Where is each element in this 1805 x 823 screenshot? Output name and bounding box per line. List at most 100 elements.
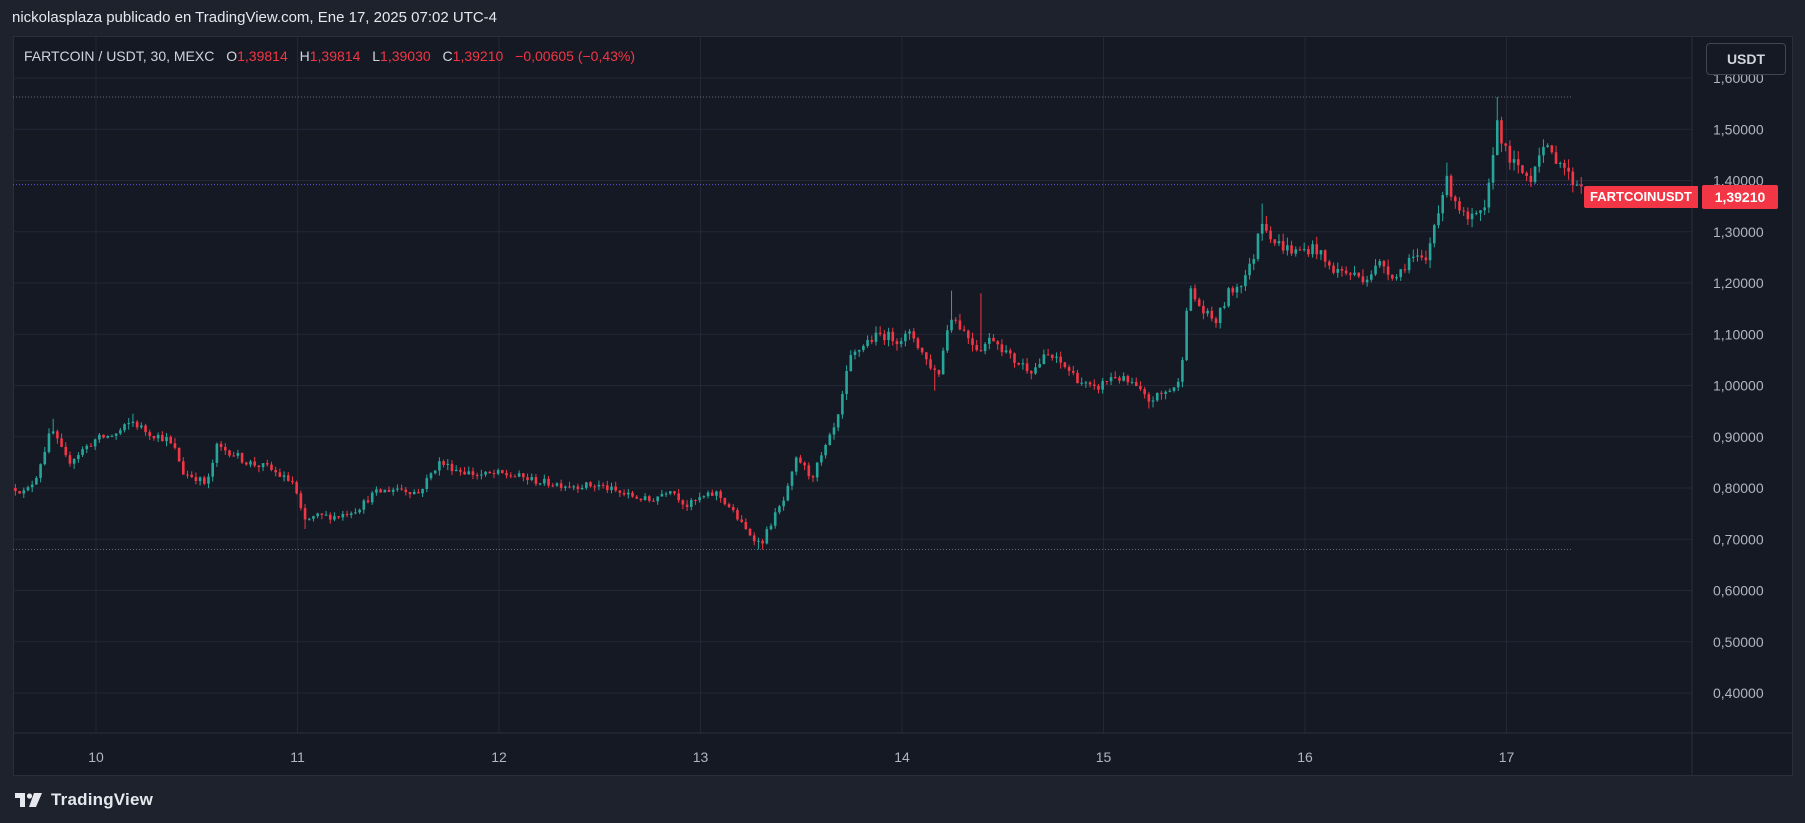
candle-body [551,485,555,487]
candle-body [1265,223,1268,231]
candle-body [286,475,290,481]
candle-body [51,431,55,434]
candle-body [228,450,231,456]
candle-body [1315,244,1319,255]
candle-body [186,474,189,476]
candle-body [89,445,93,447]
candle-body [761,540,764,544]
candle-body [677,493,680,501]
legend-high-value: 1,39814 [309,48,361,64]
candle-body [1399,269,1403,278]
candle-body [1181,360,1184,382]
candle-body [958,320,962,330]
candle-body [559,483,563,488]
candle-body [257,465,261,468]
x-tick-label: 10 [88,749,104,765]
candle-body [626,492,630,495]
candle-body [1185,310,1188,361]
candle-body [883,333,886,341]
candle-body [1252,259,1256,264]
candle-body [240,453,244,463]
candle-body [727,504,731,508]
y-tick-label: 0,50000 [1713,634,1764,650]
candle-body [681,500,685,505]
y-tick-label: 1,20000 [1713,275,1764,291]
candle-body [77,454,80,460]
candle-body [568,486,571,488]
y-tick-label: 0,90000 [1713,429,1764,445]
candle-body [421,489,424,494]
candle-body [1210,310,1214,319]
legend-close-value: 1,39210 [452,48,504,64]
candle-body [1097,385,1100,390]
candle-body [480,474,483,476]
candle-body [610,486,613,491]
candle-body [639,498,643,501]
candle-body [1537,155,1541,167]
candle-body [1260,223,1264,234]
x-tick-label: 12 [491,749,507,765]
candle-body [131,421,135,424]
candle-body [1147,394,1151,402]
candle-body [1567,167,1570,172]
candle-body [320,513,324,515]
candle-body [1302,249,1306,251]
y-tick-label: 0,60000 [1713,583,1764,599]
candle-body [513,476,517,478]
candle-body [668,491,672,494]
y-tick-label: 1,50000 [1713,121,1764,137]
candle-body [1391,274,1394,279]
candle-body [1349,273,1352,275]
candle-body [606,485,609,491]
candle-body [1155,392,1159,401]
candle-body [1470,213,1474,220]
candle-body [244,462,248,465]
candle-body [580,487,584,490]
candle-body [43,451,47,465]
candle-body [1231,288,1235,293]
candle-body [152,435,156,439]
tradingview-logo[interactable]: TradingView [14,788,153,812]
candle-body [1382,261,1386,267]
candle-body [815,462,819,478]
candle-body [93,439,97,447]
candle-body [647,496,651,501]
candle-body [110,435,114,437]
candle-body [249,461,252,465]
candle-body [937,369,941,375]
candle-body [1462,210,1465,212]
candle-body [1558,162,1562,164]
candle-body [1298,249,1302,251]
candle-body [1113,377,1117,379]
candle-body [979,350,983,352]
candle-body [635,496,638,499]
candle-body [1374,265,1377,275]
candle-body [652,500,655,502]
candle-body [807,465,811,477]
candle-body [404,489,408,493]
chart-pane[interactable] [13,36,1793,776]
candle-body [962,329,966,331]
candle-body [849,355,853,371]
candle-body [589,482,592,487]
candle-body [375,489,378,493]
candle-body [904,333,907,342]
candle-body [1029,371,1033,374]
candle-body [744,521,748,529]
candle-body [1235,286,1239,293]
candle-body [1428,243,1432,261]
candle-body [1525,172,1528,176]
candle-body [366,500,370,503]
currency-button[interactable]: USDT [1706,43,1786,75]
candle-body [941,350,945,375]
candle-body [522,473,525,478]
candle-body [526,477,529,481]
candle-body [492,473,496,475]
candle-body [1059,356,1062,363]
candle-body [799,457,802,463]
candle-body [1080,382,1083,384]
candle-body [685,504,689,507]
candle-body [1529,175,1533,183]
candle-body [1286,245,1289,251]
